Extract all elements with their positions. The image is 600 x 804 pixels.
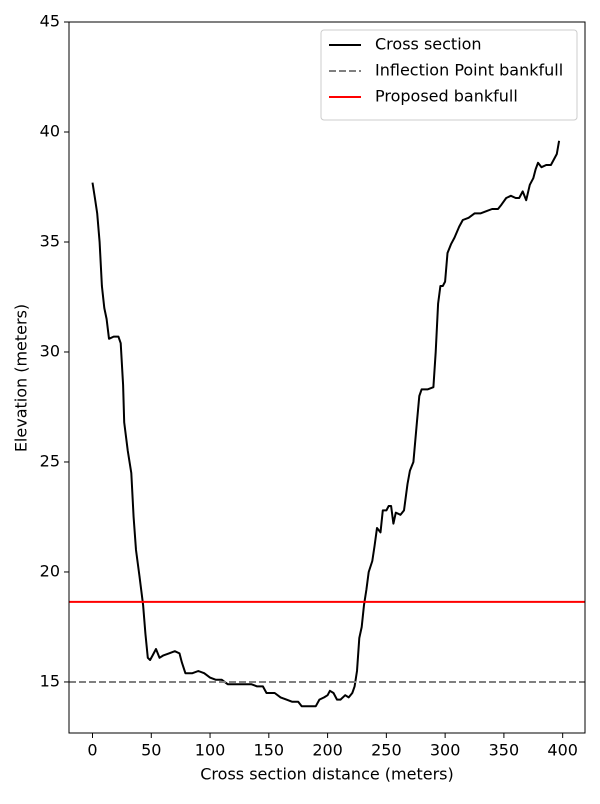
x-tick-label: 200: [312, 741, 343, 760]
legend-box: [320, 29, 578, 121]
x-axis-label: Cross section distance (meters): [200, 765, 453, 784]
legend-label: Proposed bankfull: [375, 87, 518, 106]
legend-label: Inflection Point bankfull: [375, 61, 563, 80]
x-tick-label: 400: [547, 741, 578, 760]
y-tick-label: 45: [40, 12, 60, 31]
y-tick-label: 25: [40, 451, 60, 470]
y-tick-label: 20: [40, 561, 60, 580]
y-tick-label: 35: [40, 231, 60, 250]
y-axis-label: Elevation (meters): [12, 304, 31, 452]
x-tick-label: 350: [489, 741, 520, 760]
legend-label: Cross section: [375, 35, 482, 54]
x-tick-label: 300: [430, 741, 461, 760]
x-tick-label: 150: [254, 741, 285, 760]
y-tick-label: 30: [40, 341, 60, 360]
x-tick-label: 250: [371, 741, 402, 760]
x-tick-label: 100: [195, 741, 226, 760]
x-tick-label: 50: [141, 741, 161, 760]
y-tick-label: 40: [40, 121, 60, 140]
y-tick-label: 15: [40, 671, 60, 690]
series-line: [91, 140, 561, 708]
plot-frame: [68, 21, 586, 734]
x-tick-label: 0: [87, 741, 97, 760]
